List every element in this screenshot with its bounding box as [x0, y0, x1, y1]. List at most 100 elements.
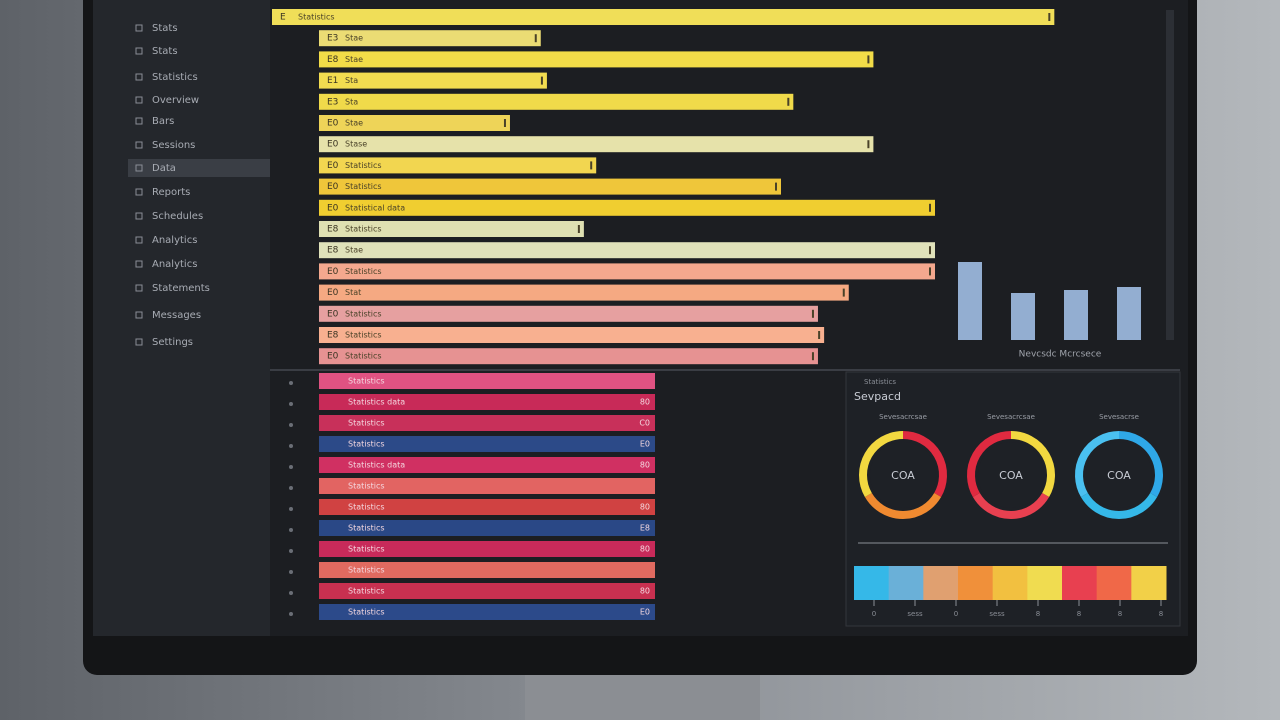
menu-item[interactable]: Analytics — [152, 235, 197, 246]
mini-bar — [958, 262, 982, 340]
list-bar[interactable] — [319, 478, 655, 494]
bar[interactable] — [319, 115, 510, 131]
menu-item[interactable]: Bars — [152, 116, 174, 127]
bar[interactable] — [319, 72, 547, 89]
bar[interactable] — [272, 9, 1055, 25]
list-label: Statistics — [348, 608, 385, 617]
bar[interactable] — [319, 305, 818, 322]
mini-bar — [1117, 287, 1141, 340]
list-label: Statistics — [348, 482, 385, 491]
bar-label: Statistics — [345, 161, 382, 170]
monitor-stand — [525, 670, 760, 720]
bar-end — [929, 267, 931, 276]
strip-tick-label: 0 — [872, 610, 876, 618]
panel-kicker: Statistics — [864, 378, 896, 386]
bar-end — [775, 182, 777, 191]
list-end: 80 — [640, 587, 650, 596]
bar-code: E — [280, 13, 286, 23]
menu-item[interactable]: Statistics — [152, 72, 198, 83]
donut-arc — [1118, 431, 1163, 497]
bar-code: E0 — [327, 161, 339, 171]
bar-code: E8 — [327, 225, 339, 235]
menu-item[interactable]: Overview — [152, 95, 199, 106]
menu-icon — [135, 284, 143, 292]
menu-item[interactable]: Statements — [152, 283, 210, 294]
menu-item[interactable]: Sessions — [152, 140, 195, 151]
bar-label: Stat — [345, 288, 361, 297]
list-bar[interactable] — [319, 436, 655, 452]
list-label: Statistics data — [348, 461, 405, 470]
bar-label: Statistics — [345, 309, 382, 318]
menu-item[interactable]: Schedules — [152, 211, 203, 222]
menu-item[interactable]: Data — [152, 163, 176, 174]
strip-segment — [1131, 566, 1167, 600]
strip-segment — [1062, 566, 1098, 600]
bar[interactable] — [319, 284, 849, 301]
bar[interactable] — [319, 242, 935, 259]
list-label: Statistics — [348, 377, 385, 386]
strip-tick-label: 8 — [1036, 610, 1040, 618]
list-bar[interactable] — [319, 541, 655, 557]
list-bar[interactable] — [319, 373, 655, 389]
row-dot — [289, 381, 293, 385]
bar[interactable] — [319, 199, 935, 216]
row-dot — [289, 549, 293, 553]
bar-code: E0 — [327, 140, 339, 150]
bar-end — [867, 55, 870, 64]
bar-end — [590, 161, 593, 170]
bar[interactable] — [319, 221, 584, 237]
menu-icon — [135, 260, 143, 268]
donut-label: Sevesacrse — [1099, 413, 1139, 421]
donut-center: COA — [999, 469, 1023, 482]
bar[interactable] — [319, 136, 874, 153]
menu-item[interactable]: Stats — [152, 23, 178, 34]
bar-label: Sta — [345, 76, 358, 85]
strip-segment — [854, 566, 890, 600]
bar-label: Statistical data — [345, 203, 405, 212]
list-bar[interactable] — [319, 415, 655, 431]
bar[interactable] — [319, 327, 825, 343]
panel-title: Sevpacd — [854, 390, 901, 403]
row-dot — [289, 612, 293, 616]
menu-item[interactable]: Analytics — [152, 259, 197, 270]
bar[interactable] — [319, 178, 781, 195]
menu-item[interactable]: Messages — [152, 310, 201, 321]
list-bar[interactable] — [319, 394, 655, 410]
row-dot — [289, 444, 293, 448]
donut-arc — [902, 431, 947, 497]
mini-bar — [1064, 290, 1088, 340]
bar-end — [811, 309, 814, 318]
bar-end — [811, 352, 814, 361]
bar[interactable] — [319, 51, 874, 68]
bar-label: Statistics — [345, 182, 382, 191]
donut-arc — [972, 492, 1050, 519]
list-bar[interactable] — [319, 499, 655, 515]
list-bar[interactable] — [319, 562, 655, 578]
bar[interactable] — [319, 157, 597, 174]
bar[interactable] — [319, 30, 541, 47]
list-bar[interactable] — [319, 583, 655, 599]
bar[interactable] — [319, 93, 794, 110]
list-end: 80 — [640, 461, 650, 470]
row-dot — [289, 402, 293, 406]
donut-center: COA — [891, 469, 915, 482]
list-bar[interactable] — [319, 520, 655, 536]
bar-label: Stae — [345, 246, 363, 255]
menu-item[interactable]: Reports — [152, 187, 190, 198]
list-bar[interactable] — [319, 457, 655, 473]
menu-item[interactable]: Settings — [152, 337, 193, 348]
menu-item[interactable]: Stats — [152, 46, 178, 57]
bar-label: Stase — [345, 140, 367, 149]
bar-code: E8 — [327, 55, 339, 65]
bar[interactable] — [319, 263, 935, 280]
menu-icon — [135, 212, 143, 220]
strip-tick-label: 8 — [1159, 610, 1163, 618]
donut-arc — [864, 492, 942, 519]
mini-caption: Nevcsdc Mcrcsece — [1019, 350, 1102, 360]
bar-label: Stae — [345, 55, 363, 64]
bar-end — [867, 140, 870, 149]
bar[interactable] — [319, 348, 818, 365]
list-end: C0 — [639, 419, 650, 428]
list-bar[interactable] — [319, 604, 655, 620]
